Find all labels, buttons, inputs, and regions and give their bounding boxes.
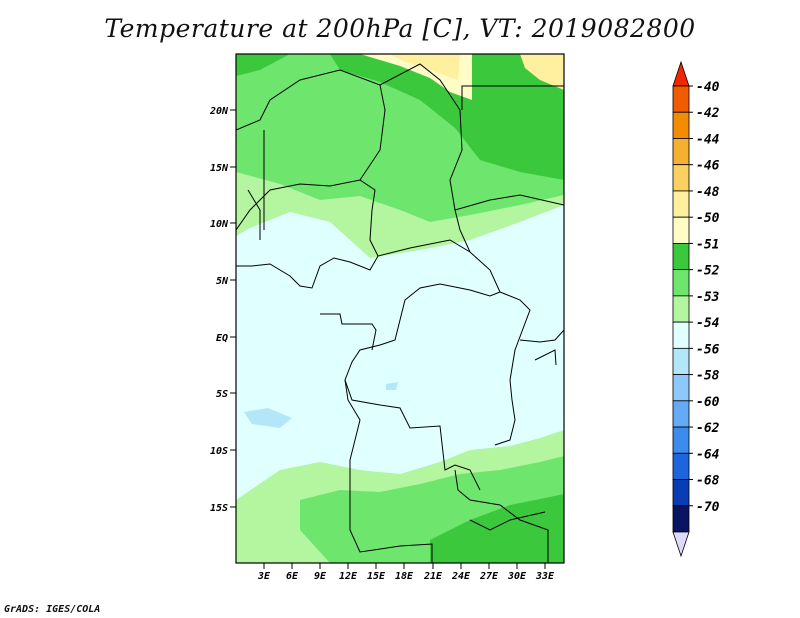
colorbar-label: -44 xyxy=(696,132,720,147)
colorbar-swatch xyxy=(672,347,690,375)
colorbar-swatch xyxy=(672,295,690,323)
colorbar-label: -58 xyxy=(696,369,720,384)
colorbar-swatch xyxy=(672,452,690,480)
colorbar-swatch xyxy=(672,400,690,428)
colorbar-label: -70 xyxy=(696,500,720,515)
lon-label: 15E xyxy=(367,571,386,582)
colorbar-label: -56 xyxy=(696,342,720,357)
colorbar-swatch xyxy=(672,269,690,297)
colorbar-label: -64 xyxy=(696,447,720,462)
lon-label: 30E xyxy=(507,571,527,582)
colorbar-label: -62 xyxy=(696,421,720,436)
colorbar-swatch xyxy=(672,243,690,271)
colorbar-arrow-top xyxy=(672,60,690,87)
lon-label: 24E xyxy=(451,571,471,582)
lat-label: 15S xyxy=(210,503,228,514)
lon-label: 9E xyxy=(314,571,327,582)
longitude-axis: 3E 6E 9E 12E 15E 18E 21E 24E 27E 30E 33E xyxy=(257,563,555,582)
colorbar-swatch xyxy=(672,138,690,166)
colorbar: -40 -42 -44 -46 -48 -50 -51 -52 -53 -54 -56 -58 -60 -… xyxy=(672,60,720,558)
country-borders xyxy=(236,63,564,563)
lon-label: 21E xyxy=(423,571,443,582)
colorbar-arrow-bottom xyxy=(672,531,690,558)
page-title: Temperature at 200hPa [C], VT: 201908280… xyxy=(104,14,696,43)
colorbar-label: -40 xyxy=(696,80,720,95)
colorbar-label: -68 xyxy=(696,474,720,489)
colorbar-swatch xyxy=(672,321,690,349)
latitude-axis: 20N 15N 10N 5N EQ 5S 10S 15S xyxy=(209,106,236,514)
lat-label: EQ xyxy=(216,333,228,344)
colorbar-swatch xyxy=(672,111,690,139)
lat-label: 5S xyxy=(216,389,228,400)
lat-label: 10N xyxy=(210,219,229,230)
colorbar-label: -42 xyxy=(696,106,720,121)
colorbar-label: -46 xyxy=(696,159,720,174)
credit-label: GrADS: IGES/COLA xyxy=(4,604,101,615)
temperature-field xyxy=(236,54,564,563)
lat-label: 20N xyxy=(209,106,229,117)
colorbar-label: -54 xyxy=(696,316,720,331)
colorbar-swatch xyxy=(672,190,690,218)
colorbar-swatch xyxy=(672,426,690,454)
lon-label: 3E xyxy=(257,571,271,582)
colorbar-swatch xyxy=(672,164,690,192)
colorbar-swatch xyxy=(672,374,690,402)
lon-label: 33E xyxy=(535,571,555,582)
lon-label: 6E xyxy=(286,571,299,582)
colorbar-swatch xyxy=(672,479,690,507)
colorbar-label: -53 xyxy=(696,290,720,305)
lat-label: 15N xyxy=(210,163,229,174)
colorbar-label: -60 xyxy=(696,395,720,410)
lon-label: 12E xyxy=(339,571,358,582)
lon-label: 27E xyxy=(479,571,499,582)
colorbar-swatch xyxy=(672,85,690,113)
colorbar-label: -51 xyxy=(696,237,719,252)
colorbar-label: -48 xyxy=(696,185,720,200)
lat-label: 10S xyxy=(210,446,228,457)
lon-label: 18E xyxy=(395,571,414,582)
colorbar-swatch xyxy=(672,505,690,533)
map-frame xyxy=(235,53,565,564)
lat-label: 5N xyxy=(216,276,229,287)
colorbar-label: -50 xyxy=(696,211,720,226)
colorbar-swatch xyxy=(672,216,690,244)
colorbar-label: -52 xyxy=(696,264,720,279)
